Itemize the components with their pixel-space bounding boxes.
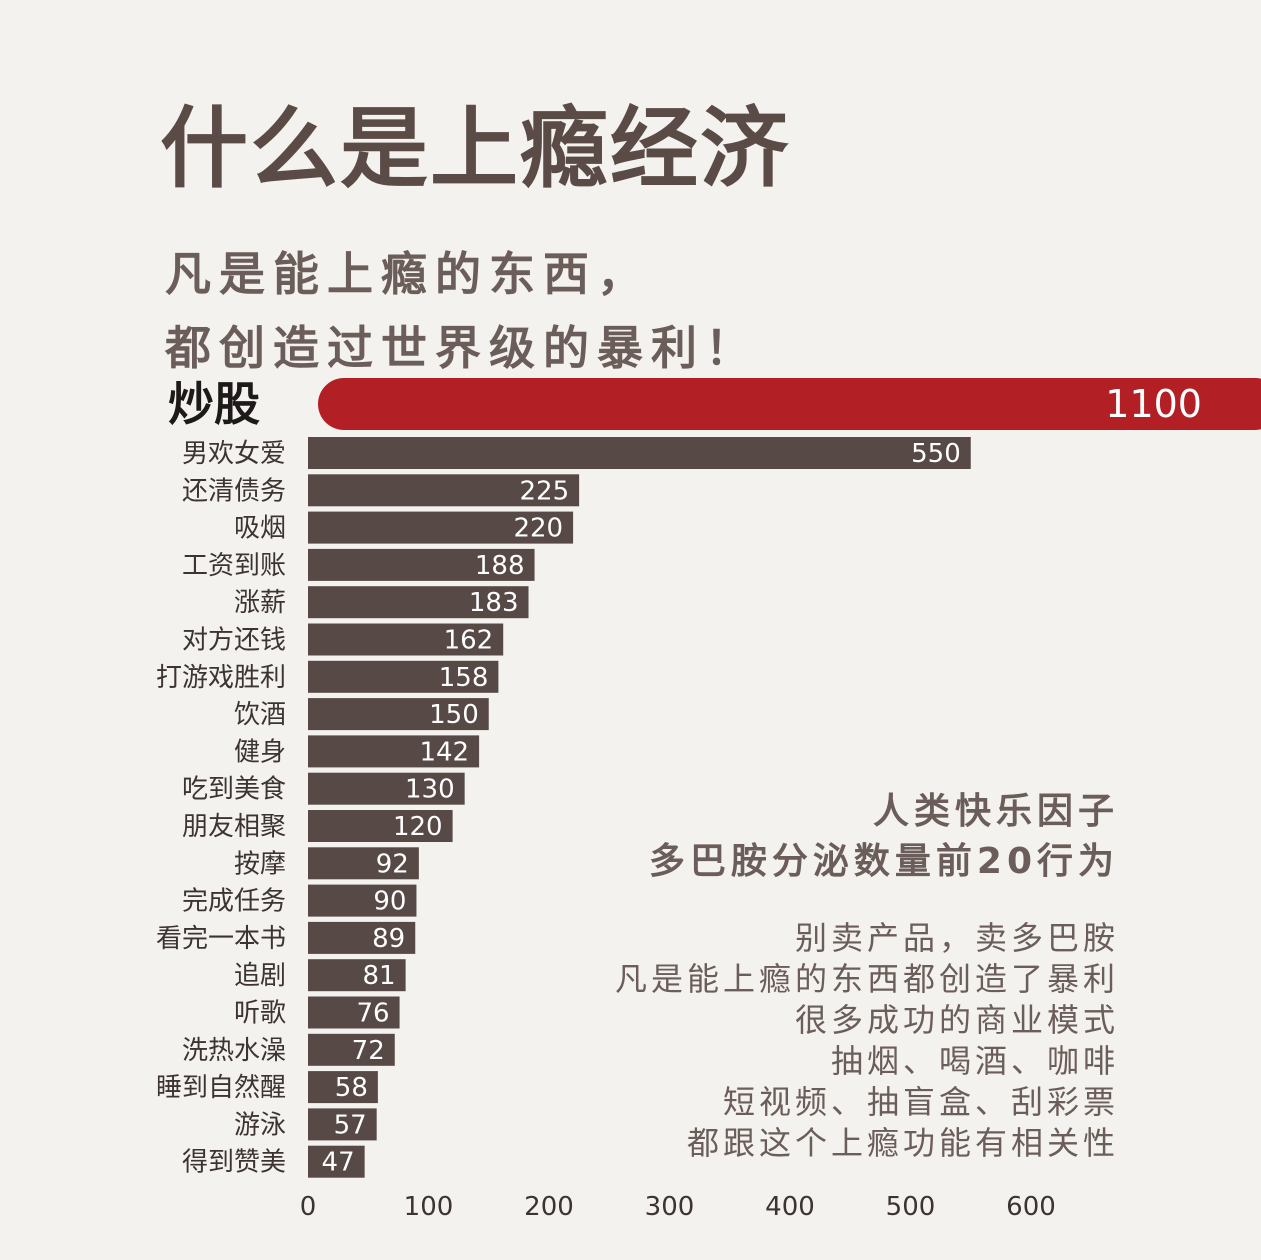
bar	[308, 959, 406, 992]
value-label: 158	[439, 663, 489, 693]
category-label: 炒股	[168, 377, 260, 431]
side-heading-line-1: 人类快乐因子	[872, 791, 1119, 832]
category-label: 饮酒	[234, 700, 286, 730]
category-label: 按摩	[234, 849, 286, 879]
bar	[308, 474, 580, 507]
category-label: 追剧	[234, 961, 286, 991]
side-heading-line-2: 多巴胺分泌数量前20行为	[648, 841, 1119, 882]
value-label: 57	[334, 1110, 367, 1140]
x-tick-label: 500	[886, 1192, 936, 1222]
bar	[308, 698, 489, 731]
value-label: 58	[335, 1073, 368, 1103]
value-label: 225	[519, 476, 569, 506]
bar	[308, 884, 417, 917]
x-tick-label: 300	[645, 1192, 695, 1222]
side-text-line: 凡是能上瘾的东西都创造了暴利	[614, 960, 1119, 998]
value-label: 81	[363, 961, 396, 991]
bar-highlight	[318, 378, 1261, 430]
bar	[308, 1071, 378, 1104]
bar	[308, 623, 504, 656]
category-label: 工资到账	[182, 551, 286, 581]
category-label: 打游戏胜利	[156, 663, 286, 693]
value-label: 162	[444, 626, 494, 656]
category-label: 健身	[234, 737, 286, 767]
value-label: 220	[513, 514, 563, 544]
side-text-block: 别卖产品，卖多巴胺 凡是能上瘾的东西都创造了暴利 很多成功的商业模式 抽烟、喝酒…	[615, 918, 1119, 1164]
value-label: 90	[373, 887, 406, 917]
value-label: 130	[405, 775, 455, 805]
value-label: 183	[469, 588, 519, 618]
category-label: 看完一本书	[156, 924, 286, 954]
bar	[308, 772, 465, 805]
subtitle-line-2: 都创造过世界级的暴利！	[165, 321, 759, 375]
bar	[308, 586, 529, 619]
value-label: 142	[419, 737, 469, 767]
side-text-line: 短视频、抽盲盒、刮彩票	[722, 1083, 1119, 1121]
side-text-line: 很多成功的商业模式	[794, 1001, 1119, 1039]
page-title: 什么是上瘾经济	[160, 97, 791, 200]
category-label: 得到赞美	[182, 1148, 286, 1178]
subtitle-line-1: 凡是能上瘾的东西，	[165, 247, 651, 301]
value-label: 72	[352, 1036, 385, 1066]
value-label: 120	[393, 812, 443, 842]
category-label: 朋友相聚	[182, 812, 286, 842]
x-tick-label: 600	[1006, 1192, 1056, 1222]
side-text-line: 都跟这个上瘾功能有相关性	[686, 1124, 1119, 1162]
value-label: 76	[356, 999, 389, 1029]
bar	[308, 921, 416, 954]
bar	[308, 437, 971, 469]
value-label: 47	[322, 1148, 355, 1178]
category-label: 吃到美食	[182, 775, 286, 805]
category-label: 游泳	[234, 1110, 286, 1140]
bar	[308, 1145, 365, 1178]
category-label: 洗热水澡	[182, 1036, 286, 1066]
bar	[308, 735, 480, 768]
value-label: 92	[376, 849, 409, 879]
category-label: 对方还钱	[182, 626, 286, 656]
side-text-line: 抽烟、喝酒、咖啡	[830, 1042, 1119, 1080]
category-label: 听歌	[234, 999, 286, 1029]
bar	[308, 660, 499, 693]
x-tick-label: 400	[765, 1192, 815, 1222]
category-label: 还清债务	[182, 476, 286, 506]
category-label: 睡到自然醒	[156, 1073, 286, 1103]
x-tick-label: 200	[524, 1192, 574, 1222]
bar	[308, 511, 574, 544]
category-label: 吸烟	[234, 514, 286, 544]
x-tick-label: 0	[300, 1192, 317, 1222]
bar	[308, 548, 535, 581]
bar	[308, 1033, 395, 1066]
value-label: 550	[911, 439, 961, 469]
side-text-line: 别卖产品，卖多巴胺	[794, 919, 1119, 957]
value-label: 188	[475, 551, 525, 581]
bar	[308, 996, 400, 1029]
category-label: 完成任务	[182, 887, 286, 917]
value-label: 89	[372, 924, 405, 954]
value-label: 150	[429, 700, 479, 730]
bar	[308, 847, 419, 880]
value-label: 1100	[1105, 382, 1202, 426]
bar	[308, 810, 453, 842]
x-tick-label: 100	[404, 1192, 454, 1222]
category-label: 涨薪	[234, 588, 286, 618]
category-label: 男欢女爱	[182, 439, 286, 469]
bar	[308, 1108, 377, 1141]
